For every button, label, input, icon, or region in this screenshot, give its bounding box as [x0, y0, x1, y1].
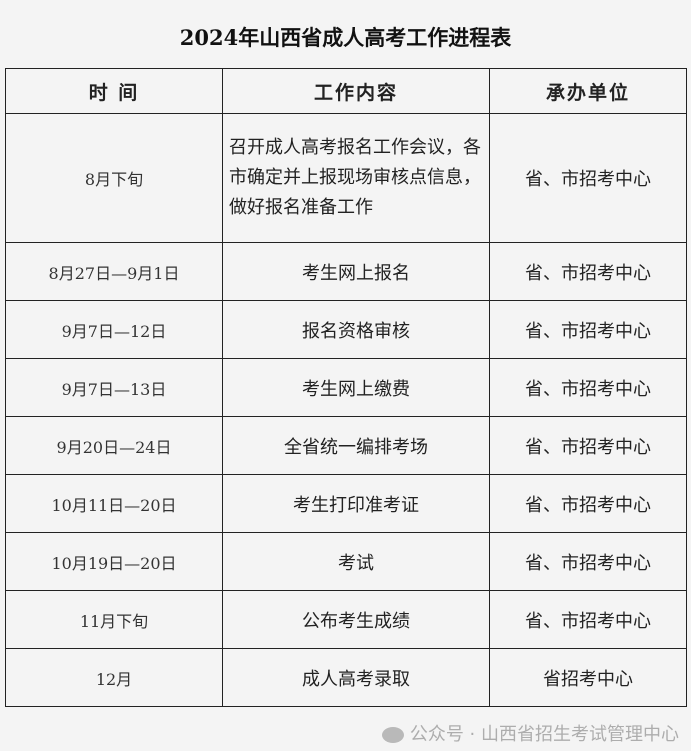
time-cell: 11月下旬	[5, 590, 223, 649]
time-cell: 12月	[5, 648, 223, 707]
header-unit: 承办单位	[489, 68, 687, 114]
table-row: 11月下旬 公布考生成绩 省、市招考中心	[5, 590, 687, 649]
content-cell: 报名资格审核	[222, 300, 490, 359]
unit-cell: 省、市招考中心	[489, 242, 687, 301]
unit-cell: 省、市招考中心	[489, 113, 687, 243]
time-cell: 9月7日—12日	[5, 300, 223, 359]
table-row: 8月下旬 召开成人高考报名工作会议，各市确定并上报现场审核点信息，做好报名准备工作…	[5, 113, 687, 243]
table-row: 9月7日—12日 报名资格审核 省、市招考中心	[5, 300, 687, 359]
content-cell: 召开成人高考报名工作会议，各市确定并上报现场审核点信息，做好报名准备工作	[222, 113, 490, 243]
table-header-row: 时 间 工作内容 承办单位	[5, 68, 687, 114]
content-cell: 考生打印准考证	[222, 474, 490, 533]
content-cell: 全省统一编排考场	[222, 416, 490, 475]
content-cell: 考生网上缴费	[222, 358, 490, 417]
unit-cell: 省、市招考中心	[489, 474, 687, 533]
unit-cell: 省招考中心	[489, 648, 687, 707]
time-cell: 10月11日—20日	[5, 474, 223, 533]
time-cell: 8月下旬	[5, 113, 223, 243]
watermark: 公众号 · 山西省招生考试管理中心	[381, 724, 679, 746]
table-row: 9月20日—24日 全省统一编排考场 省、市招考中心	[5, 416, 687, 475]
table-row: 8月27日—9月1日 考生网上报名 省、市招考中心	[5, 242, 687, 301]
unit-cell: 省、市招考中心	[489, 358, 687, 417]
time-cell: 8月27日—9月1日	[5, 242, 223, 301]
content-cell: 考试	[222, 532, 490, 591]
page-title: 2024年山西省成人高考工作进程表	[179, 25, 512, 50]
time-cell: 9月7日—13日	[5, 358, 223, 417]
table-row: 12月 成人高考录取 省招考中心	[5, 648, 687, 707]
unit-cell: 省、市招考中心	[489, 416, 687, 475]
header-time: 时 间	[5, 68, 223, 114]
header-content: 工作内容	[222, 68, 490, 114]
time-cell: 9月20日—24日	[5, 416, 223, 475]
schedule-table: 时 间 工作内容 承办单位 8月下旬 召开成人高考报名工作会议，各市确定并上报现场…	[5, 68, 687, 707]
unit-cell: 省、市招考中心	[489, 590, 687, 649]
content-cell: 成人高考录取	[222, 648, 490, 707]
content-cell: 考生网上报名	[222, 242, 490, 301]
wechat-icon	[381, 727, 404, 743]
content-cell: 公布考生成绩	[222, 590, 490, 649]
table-row: 9月7日—13日 考生网上缴费 省、市招考中心	[5, 358, 687, 417]
table-row: 10月11日—20日 考生打印准考证 省、市招考中心	[5, 474, 687, 533]
unit-cell: 省、市招考中心	[489, 300, 687, 359]
unit-cell: 省、市招考中心	[489, 532, 687, 591]
watermark-text: 公众号 · 山西省招生考试管理中心	[409, 724, 679, 745]
time-cell: 10月19日—20日	[5, 532, 223, 591]
table-row: 10月19日—20日 考试 省、市招考中心	[5, 532, 687, 591]
